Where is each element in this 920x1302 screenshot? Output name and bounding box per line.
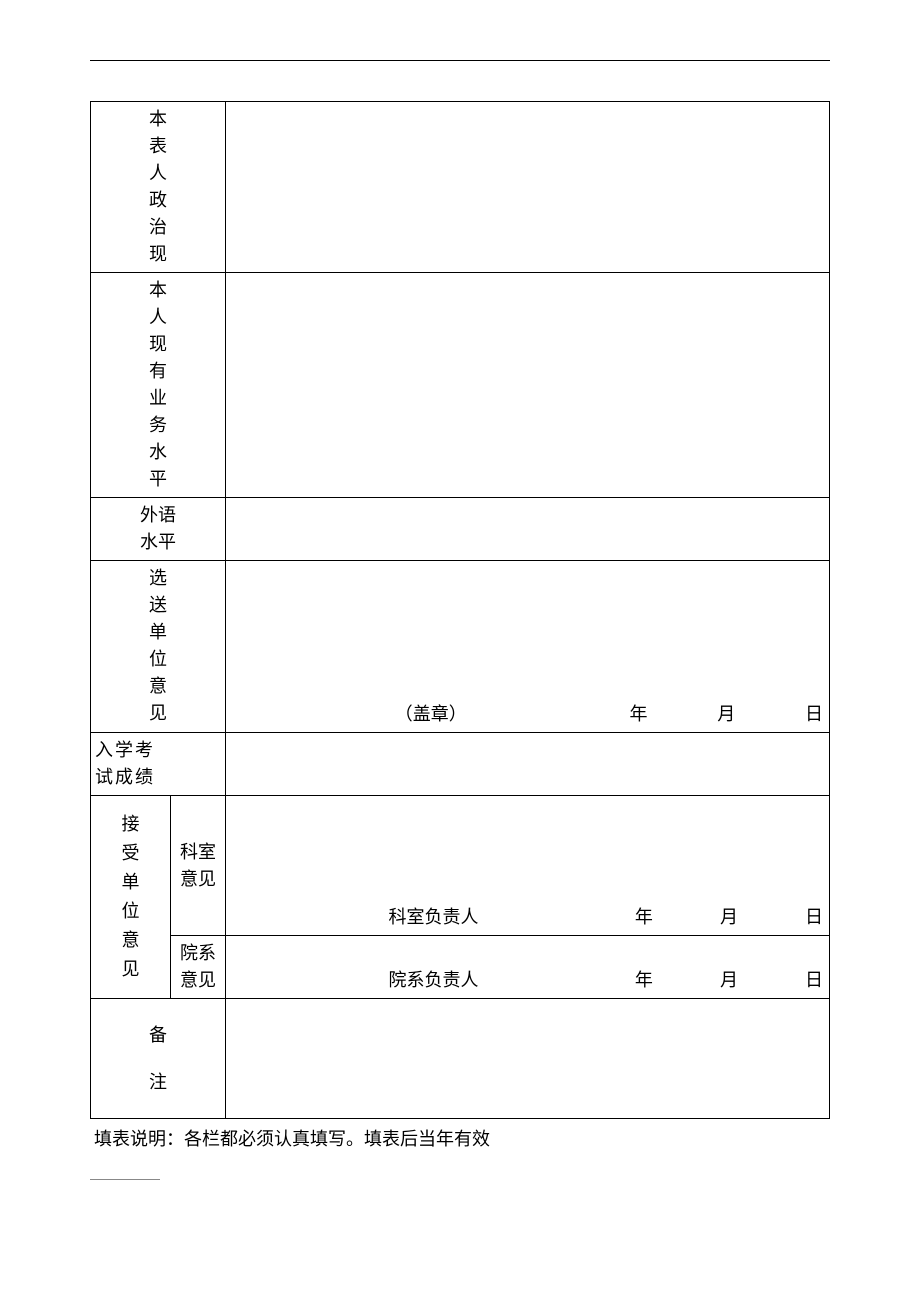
txt: 政 (149, 187, 167, 214)
signature-line-dept: 科室负责人 年 月 日 (226, 904, 829, 931)
txt: 单 (122, 869, 140, 896)
year-label: 年 (635, 967, 653, 994)
txt: 平 (149, 466, 167, 493)
month-label: 月 (720, 967, 738, 994)
label-exam: 入学考 试成绩 (91, 733, 226, 796)
txt: 注 (149, 1069, 167, 1096)
row-sender-opinion: 选 送 单 位 意 见 （盖章） 年 月 日 (91, 561, 830, 733)
form-table: 本 表 人 政 治 现 本 人 现 有 业 务 水 (90, 101, 830, 1119)
txt: 人 (149, 160, 167, 187)
txt: 接 (122, 811, 140, 838)
row-political: 本 表 人 政 治 现 (91, 102, 830, 273)
month-label: 月 (717, 701, 735, 728)
label-faculty-opinion: 院系 意见 (171, 936, 226, 999)
row-exam: 入学考 试成绩 (91, 733, 830, 796)
content-political (226, 102, 830, 273)
txt: 院系 (180, 940, 216, 967)
label-dept-opinion: 科室 意见 (171, 796, 226, 936)
content-remarks (226, 999, 830, 1119)
label-foreign-lang: 外语 水平 (91, 498, 226, 561)
label-sender-opinion: 选 送 单 位 意 见 (91, 561, 226, 733)
txt: 外语 (140, 502, 176, 529)
month-label: 月 (720, 904, 738, 931)
stamp-label: （盖章） (395, 701, 467, 728)
txt: 备 (149, 1022, 167, 1049)
small-rule (90, 1179, 160, 1180)
txt: 业 (149, 385, 167, 412)
content-dept-opinion: 科室负责人 年 月 日 (226, 796, 830, 936)
txt: 入学考 (95, 737, 221, 764)
label-political: 本 表 人 政 治 现 (91, 102, 226, 273)
txt: 水平 (140, 529, 176, 556)
page-top-rule (90, 60, 830, 61)
row-receiver-faculty: 院系 意见 院系负责人 年 月 日 (91, 936, 830, 999)
signature-line-faculty: 院系负责人 年 月 日 (226, 967, 829, 994)
txt: 本 (149, 277, 167, 304)
label-receiver-opinion: 接 受 单 位 意 见 (91, 796, 171, 999)
row-foreign-lang: 外语 水平 (91, 498, 830, 561)
txt: 单 (149, 619, 167, 646)
txt: 试成绩 (95, 764, 221, 791)
txt: 送 (149, 592, 167, 619)
txt: 人 (149, 304, 167, 331)
txt: 务 (149, 412, 167, 439)
day-label: 日 (805, 967, 823, 994)
content-business (226, 273, 830, 498)
row-receiver-dept: 接 受 单 位 意 见 科室 意见 科室负责人 年 月 (91, 796, 830, 936)
txt: 水 (149, 439, 167, 466)
txt: 见 (149, 700, 167, 727)
signer-dept: 科室负责人 (388, 904, 478, 931)
row-remarks: 备 注 (91, 999, 830, 1119)
txt: 意见 (180, 967, 216, 994)
signature-line-sender: （盖章） 年 月 日 (226, 701, 829, 728)
year-label: 年 (635, 904, 653, 931)
label-remarks: 备 注 (91, 999, 226, 1119)
footnote: 填表说明：各栏都必须认真填写。填表后当年有效 (90, 1125, 830, 1151)
signer-faculty: 院系负责人 (388, 967, 478, 994)
txt: 意见 (180, 866, 216, 893)
label-business: 本 人 现 有 业 务 水 平 (91, 273, 226, 498)
year-label: 年 (630, 701, 648, 728)
txt: 见 (122, 956, 140, 983)
txt: 表 (149, 133, 167, 160)
content-foreign-lang (226, 498, 830, 561)
txt: 位 (149, 646, 167, 673)
txt: 位 (122, 898, 140, 925)
day-label: 日 (805, 904, 823, 931)
txt: 科室 (180, 839, 216, 866)
txt: 现 (149, 241, 167, 268)
row-business: 本 人 现 有 业 务 水 平 (91, 273, 830, 498)
txt: 意 (122, 927, 140, 954)
txt: 现 (149, 331, 167, 358)
txt: 受 (122, 840, 140, 867)
txt: 本 (149, 106, 167, 133)
txt: 治 (149, 214, 167, 241)
content-sender-opinion: （盖章） 年 月 日 (226, 561, 830, 733)
day-label: 日 (805, 701, 823, 728)
txt: 意 (149, 673, 167, 700)
txt: 选 (149, 565, 167, 592)
content-exam (226, 733, 830, 796)
txt: 有 (149, 358, 167, 385)
content-faculty-opinion: 院系负责人 年 月 日 (226, 936, 830, 999)
